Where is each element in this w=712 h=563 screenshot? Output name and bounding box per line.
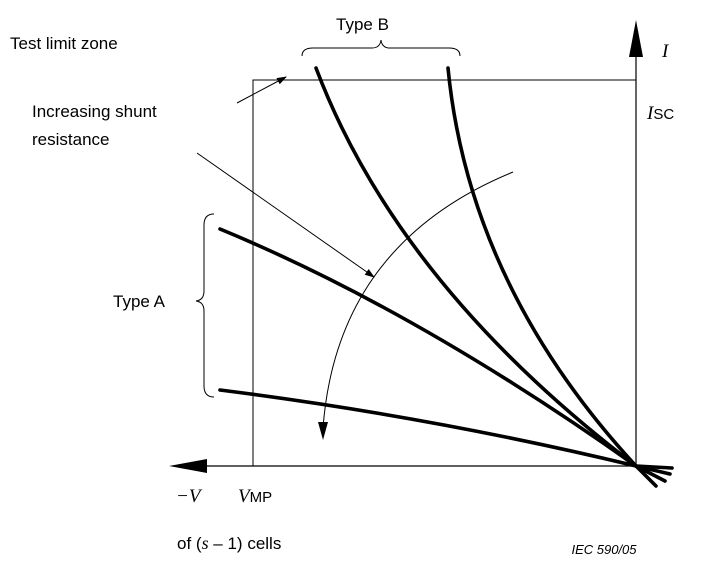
isc-label: ISC xyxy=(646,103,674,124)
current-axis-label: I xyxy=(661,41,670,62)
vmp-label-main: V xyxy=(238,486,252,507)
shunt-resistance-label-line2: resistance xyxy=(32,130,109,149)
type-b-brace xyxy=(301,39,461,57)
test-limit-pointer xyxy=(236,76,287,104)
isc-label-main: I xyxy=(646,103,655,124)
cells-label-suffix: – 1) cells xyxy=(209,534,282,553)
type-a-brace xyxy=(195,213,215,398)
curve-tail-4 xyxy=(634,464,658,488)
test-limit-zone-label: Test limit zone xyxy=(10,34,118,53)
type-b-curve-1 xyxy=(314,66,638,468)
type-a-curve-1 xyxy=(218,227,638,468)
shunt-resistance-arc xyxy=(322,171,514,429)
cells-label-prefix: of ( xyxy=(177,534,202,553)
test-limit-zone-box xyxy=(252,79,636,466)
vmp-label: VMP xyxy=(238,486,272,507)
shunt-resistance-label-line1: Increasing shunt xyxy=(32,102,157,121)
iec-reference-label: IEC 590/05 xyxy=(571,542,637,557)
current-axis-arrowhead xyxy=(629,20,643,57)
voltage-axis-arrowhead xyxy=(169,459,207,473)
type-a-label: Type A xyxy=(113,292,166,311)
type-a-curve-2 xyxy=(218,388,638,468)
shunt-resistance-pointer xyxy=(196,152,375,278)
type-b-label: Type B xyxy=(336,15,389,34)
cells-label: of (s – 1) cells xyxy=(177,533,281,553)
shunt-resistance-arc-arrowhead xyxy=(318,422,328,440)
type-b-curve-2 xyxy=(446,66,638,468)
isc-label-sub: SC xyxy=(653,106,674,123)
vmp-label-sub: MP xyxy=(250,489,273,506)
negative-voltage-label: −V xyxy=(176,486,203,507)
cells-label-variable: s xyxy=(202,533,209,553)
